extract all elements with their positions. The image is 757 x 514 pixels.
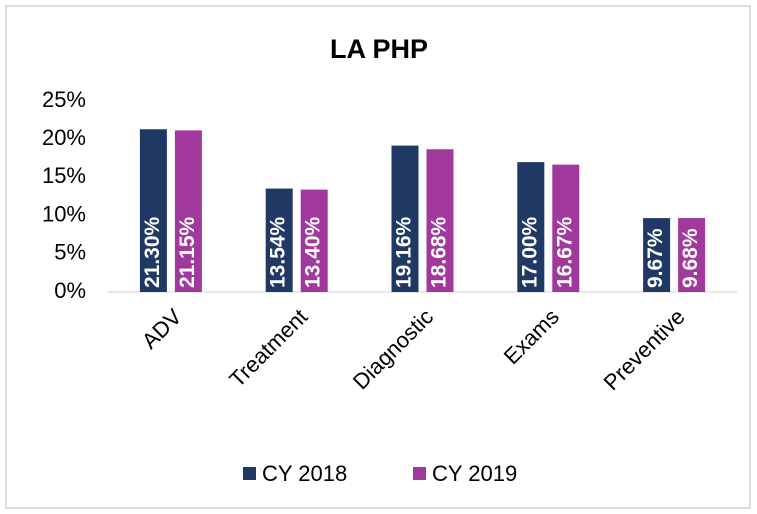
y-tick-label: 0% bbox=[54, 278, 86, 303]
data-label: 21.30% bbox=[141, 216, 164, 288]
y-tick-label: 25% bbox=[42, 87, 86, 112]
chart-title: LA PHP bbox=[330, 34, 428, 64]
chart-border bbox=[5, 5, 751, 509]
legend-label: CY 2018 bbox=[262, 461, 347, 486]
data-label: 13.54% bbox=[267, 216, 290, 288]
legend-swatch bbox=[413, 467, 426, 480]
bar bbox=[139, 129, 167, 292]
bar bbox=[300, 189, 328, 292]
bar bbox=[643, 218, 671, 292]
bar bbox=[517, 162, 545, 292]
y-tick-label: 10% bbox=[42, 201, 86, 226]
y-tick-label: 5% bbox=[54, 240, 86, 265]
data-label: 13.40% bbox=[302, 216, 325, 288]
y-tick-label: 15% bbox=[42, 163, 86, 188]
data-label: 19.16% bbox=[393, 216, 416, 288]
data-label: 17.00% bbox=[518, 216, 541, 288]
data-label: 16.67% bbox=[553, 216, 576, 288]
bar bbox=[552, 164, 580, 292]
data-label: 9.68% bbox=[679, 228, 702, 288]
legend-swatch bbox=[243, 467, 256, 480]
bar bbox=[265, 188, 293, 292]
bar bbox=[426, 149, 454, 292]
data-label: 21.15% bbox=[176, 216, 199, 288]
legend-label: CY 2019 bbox=[432, 461, 517, 486]
bar bbox=[174, 130, 202, 292]
data-label: 9.67% bbox=[644, 228, 667, 288]
bar bbox=[391, 145, 419, 292]
bar bbox=[678, 218, 706, 292]
data-label: 18.68% bbox=[428, 216, 451, 288]
y-tick-label: 20% bbox=[42, 125, 86, 150]
